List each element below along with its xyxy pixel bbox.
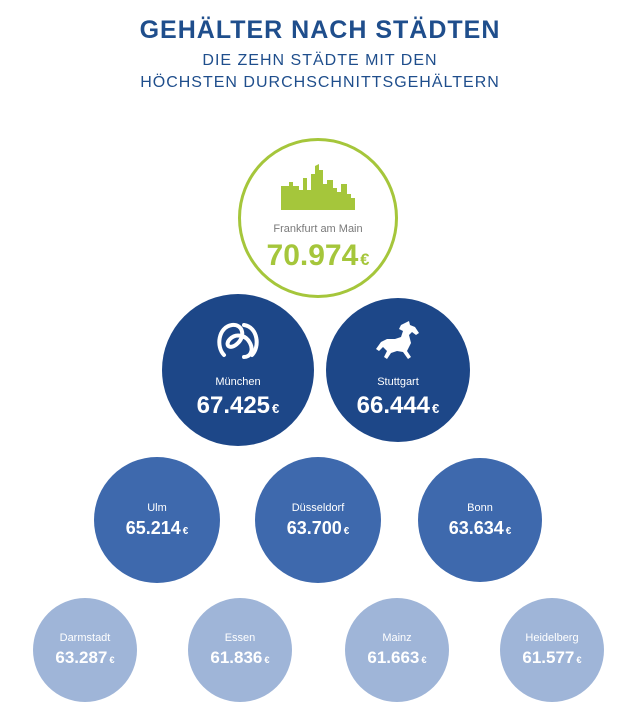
city-label: Essen: [224, 632, 256, 644]
salary-value: 61.577 €: [522, 648, 581, 668]
salary-value: 63.287 €: [55, 648, 114, 668]
euro-symbol: €: [360, 250, 370, 269]
salary-number: 70.974: [266, 238, 359, 272]
city-label: München: [215, 375, 261, 388]
salary-value: 67.425 €: [197, 392, 280, 420]
salary-value: 61.663 €: [367, 648, 426, 668]
horse-icon: [375, 320, 421, 366]
salary-number: 63.634: [448, 517, 504, 538]
euro-symbol: €: [505, 525, 512, 537]
salary-number: 61.663: [367, 648, 420, 667]
city-label: Stuttgart: [377, 375, 419, 388]
bubble-düsseldorf: Düsseldorf 63.700 €: [255, 457, 381, 583]
salary-value: 61.836 €: [210, 648, 269, 668]
chart-subtitle-line1: DIE ZEHN STÄDTE MIT DEN: [202, 52, 438, 69]
salary-value: 70.974 €: [267, 239, 370, 273]
salary-number: 65.214: [125, 517, 181, 538]
bubble-bonn: Bonn 63.634 €: [418, 458, 542, 582]
bubble-stuttgart: Stuttgart 66.444 €: [326, 298, 470, 442]
euro-symbol: €: [272, 400, 280, 416]
euro-symbol: €: [576, 655, 582, 665]
bubble-ulm: Ulm 65.214 €: [94, 457, 220, 583]
city-label: Mainz: [382, 632, 412, 644]
city-label: Darmstadt: [59, 632, 111, 644]
salary-value: 66.444 €: [357, 392, 440, 420]
city-label: Frankfurt am Main: [273, 222, 363, 235]
euro-symbol: €: [421, 655, 427, 665]
bubble-essen: Essen 61.836 €: [188, 598, 292, 702]
bubble-frankfurt-am-main: Frankfurt am Main 70.974 €: [238, 138, 398, 298]
city-label: Ulm: [147, 501, 167, 514]
salary-value: 63.634 €: [449, 518, 512, 539]
euro-symbol: €: [432, 400, 440, 416]
salary-number: 63.287: [55, 648, 108, 667]
bubble-münchen: München 67.425 €: [162, 294, 314, 446]
skyline-icon: [279, 163, 357, 215]
pretzel-icon: [216, 321, 260, 366]
euro-symbol: €: [109, 655, 115, 665]
salary-value: 63.700 €: [287, 518, 350, 539]
salary-number: 66.444: [356, 391, 431, 419]
salary-number: 67.425: [196, 391, 271, 419]
chart-title: GEHÄLTER NACH STÄDTEN: [139, 16, 501, 44]
salary-value: 65.214 €: [126, 518, 189, 539]
chart-subtitle-line2: HÖCHSTEN DURCHSCHNITTSGEHÄLTERN: [140, 74, 500, 91]
city-label: Düsseldorf: [291, 501, 345, 514]
euro-symbol: €: [264, 655, 270, 665]
city-label: Bonn: [467, 501, 493, 514]
salary-number: 63.700: [286, 517, 342, 538]
city-label: Heidelberg: [525, 632, 579, 644]
euro-symbol: €: [343, 525, 350, 537]
bubble-darmstadt: Darmstadt 63.287 €: [33, 598, 137, 702]
salary-number: 61.836: [210, 648, 263, 667]
euro-symbol: €: [182, 525, 189, 537]
salary-number: 61.577: [522, 648, 575, 667]
bubble-heidelberg: Heidelberg 61.577 €: [500, 598, 604, 702]
bubble-mainz: Mainz 61.663 €: [345, 598, 449, 702]
